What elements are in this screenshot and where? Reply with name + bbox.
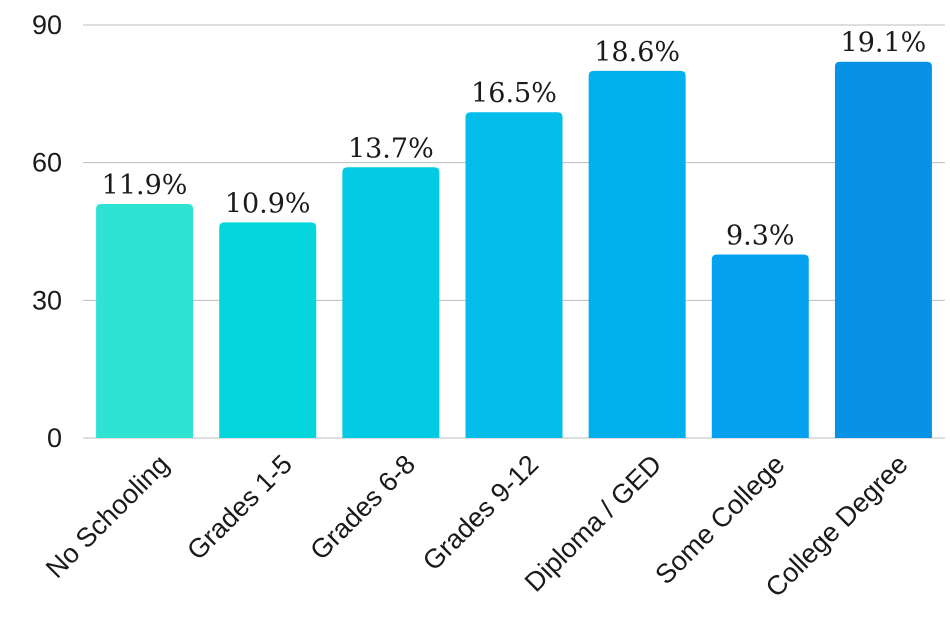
bar-college-degree xyxy=(834,61,932,438)
x-tick-label-0: No Schooling xyxy=(40,449,175,584)
bar-grades-1-5 xyxy=(219,222,317,438)
y-tick-label-0: 0 xyxy=(47,423,62,453)
x-tick-label-3: Grades 9-12 xyxy=(417,449,544,576)
y-tick-label-90: 90 xyxy=(32,10,62,40)
bar-grades-6-8 xyxy=(342,167,440,438)
data-label-3: 16.5% xyxy=(471,78,557,109)
y-axis-ticks: 0 30 60 90 xyxy=(32,10,62,453)
data-label-0: 11.9% xyxy=(102,170,188,201)
y-tick-label-60: 60 xyxy=(32,148,62,178)
data-label-5: 9.3% xyxy=(726,220,795,251)
x-tick-label-1: Grades 1-5 xyxy=(181,449,298,566)
data-label-2: 13.7% xyxy=(348,133,434,164)
bar-no-schooling xyxy=(96,203,194,438)
x-tick-label-5: Some College xyxy=(649,449,790,590)
bars xyxy=(96,61,932,438)
data-labels: 11.9% 10.9% 13.7% 16.5% 18.6% 9.3% 19.1% xyxy=(102,28,927,252)
bar-some-college xyxy=(711,254,809,438)
data-label-4: 18.6% xyxy=(594,37,680,68)
x-tick-label-2: Grades 6-8 xyxy=(304,449,421,566)
data-label-1: 10.9% xyxy=(225,188,311,219)
y-tick-label-30: 30 xyxy=(32,285,62,315)
bar-grades-9-12 xyxy=(465,112,563,438)
bar-diploma-ged xyxy=(588,70,686,438)
data-label-6: 19.1% xyxy=(841,28,927,59)
